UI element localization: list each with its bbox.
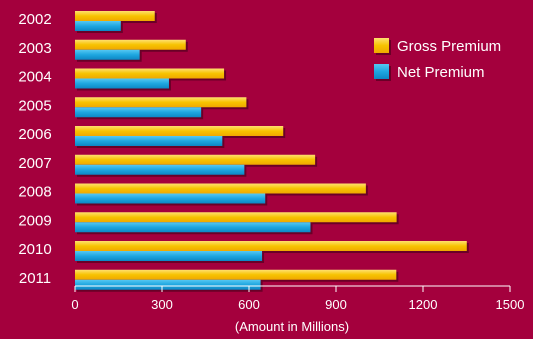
bar-gross-premium (75, 39, 186, 50)
bar-gross-premium (75, 212, 397, 223)
bar-gross-premium (75, 154, 316, 165)
bar-net-premium (75, 193, 266, 204)
legend-swatch-net (374, 64, 389, 79)
bar-net-premium (75, 21, 121, 31)
y-tick-label: 2008 (18, 184, 51, 201)
legend-swatch-gross (374, 38, 389, 53)
bar-gross-premium (75, 68, 225, 79)
bar-net-premium (75, 78, 169, 89)
x-tick-label: 0 (71, 297, 78, 312)
legend: Gross Premium Net Premium (374, 38, 501, 81)
bar-net-premium (75, 222, 311, 233)
bar-net-premium (75, 136, 223, 146)
bar-net-premium (75, 279, 261, 290)
bar-gross-premium (75, 11, 155, 21)
bar-gross-premium (75, 269, 397, 280)
bar-net-premium (75, 107, 202, 118)
legend-label: Gross Premium (397, 38, 501, 55)
x-tick-label: 300 (151, 297, 173, 312)
legend-label: Net Premium (397, 64, 485, 81)
x-axis: 0 300 600 900 1200 1500 (71, 286, 524, 312)
y-tick-label: 2004 (18, 69, 51, 86)
bar-net-premium (75, 164, 245, 175)
bar-net-premium (75, 49, 140, 60)
y-tick-label: 2007 (18, 155, 51, 172)
x-tick-label: 600 (238, 297, 260, 312)
y-tick-label: 2009 (18, 212, 51, 229)
y-tick-label: 2003 (18, 40, 51, 57)
bar-gross-premium (75, 126, 284, 136)
x-tick-label: 900 (325, 297, 347, 312)
bar-gross-premium (75, 183, 366, 194)
bars-group (75, 11, 469, 292)
x-tick-label: 1500 (496, 297, 525, 312)
y-tick-label: 2005 (18, 97, 51, 114)
y-tick-label: 2002 (18, 11, 51, 28)
y-tick-label: 2006 (18, 126, 51, 143)
y-tick-label: 2011 (19, 270, 51, 287)
bar-net-premium (75, 251, 263, 261)
y-axis-labels: 2002 2003 2004 2005 2006 2007 2008 2009 2010 2011 (18, 11, 51, 287)
bar-gross-premium (75, 97, 247, 108)
x-axis-label: (Amount in Millions) (235, 319, 349, 334)
y-tick-label: 2010 (18, 241, 51, 258)
bar-gross-premium (75, 241, 467, 251)
x-tick-label: 1200 (409, 297, 438, 312)
